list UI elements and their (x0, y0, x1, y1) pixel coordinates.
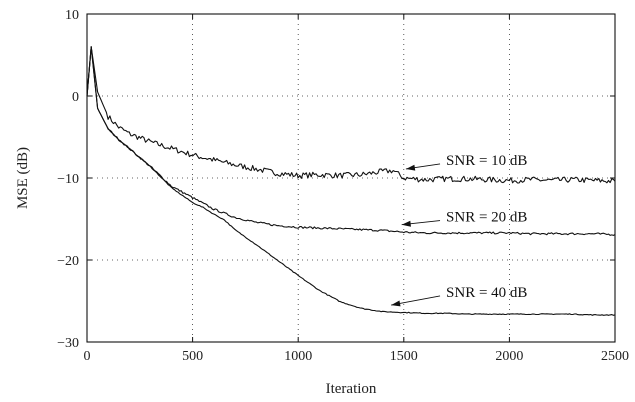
series-line-2 (86, 46, 616, 236)
y-tick-labels: −30 −20 −10 0 10 (57, 8, 615, 351)
series-line-3 (86, 46, 616, 316)
y-tick-label: −30 (57, 336, 79, 351)
y-tick-label: −20 (57, 254, 79, 269)
annotation-label: SNR = 20 dB (446, 210, 527, 226)
x-tick-label: 1500 (390, 349, 418, 364)
x-tick-label: 2500 (601, 349, 629, 364)
annotation-arrowhead (401, 220, 411, 227)
x-tick-label: 500 (182, 349, 203, 364)
annotation-layer: SNR = 10 dB SNR = 20 dB SNR = 40 dB (391, 153, 527, 307)
y-tick-label: 10 (65, 8, 79, 23)
series-line-1 (86, 46, 616, 184)
series-layer (86, 46, 616, 316)
x-tick-labels: 0 500 1000 1500 2000 2500 (84, 14, 629, 364)
annotation-arrowhead (405, 164, 416, 171)
annotation-arrowhead (391, 300, 401, 307)
x-tick-label: 0 (84, 349, 91, 364)
x-axis-label: Iteration (326, 381, 377, 397)
y-tick-label: 0 (72, 90, 79, 105)
annotation-label: SNR = 10 dB (446, 153, 527, 169)
x-tick-label: 1000 (284, 349, 312, 364)
y-axis-label: MSE (dB) (15, 147, 31, 209)
y-tick-label: −10 (57, 172, 79, 187)
x-tick-label: 2000 (495, 349, 523, 364)
annotation-label: SNR = 40 dB (446, 285, 527, 301)
